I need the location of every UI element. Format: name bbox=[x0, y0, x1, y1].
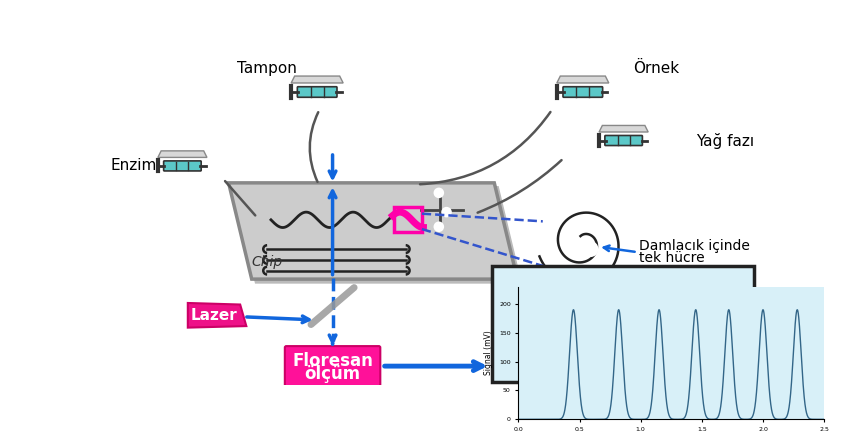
Polygon shape bbox=[229, 183, 518, 279]
FancyBboxPatch shape bbox=[164, 161, 201, 171]
Text: Tampon: Tampon bbox=[237, 61, 297, 76]
Text: Floresan: Floresan bbox=[292, 352, 373, 370]
Circle shape bbox=[536, 197, 629, 289]
Text: Örnek: Örnek bbox=[633, 61, 679, 76]
Polygon shape bbox=[232, 187, 521, 283]
Polygon shape bbox=[291, 76, 343, 83]
Polygon shape bbox=[557, 76, 608, 83]
FancyBboxPatch shape bbox=[492, 266, 754, 381]
Text: Chip: Chip bbox=[252, 255, 283, 269]
Text: ölçüm: ölçüm bbox=[304, 365, 361, 383]
FancyBboxPatch shape bbox=[563, 87, 602, 97]
Text: tek hücre: tek hücre bbox=[639, 251, 704, 265]
Circle shape bbox=[584, 242, 597, 256]
FancyBboxPatch shape bbox=[285, 346, 381, 386]
Text: Lazer: Lazer bbox=[190, 308, 237, 323]
Circle shape bbox=[434, 189, 443, 197]
Text: Yağ fazı: Yağ fazı bbox=[696, 132, 754, 149]
Circle shape bbox=[434, 223, 443, 231]
Polygon shape bbox=[158, 151, 207, 158]
Polygon shape bbox=[188, 303, 246, 328]
FancyBboxPatch shape bbox=[605, 136, 643, 145]
Text: Damlacık içinde: Damlacık içinde bbox=[639, 239, 750, 253]
FancyBboxPatch shape bbox=[297, 87, 337, 97]
Polygon shape bbox=[599, 126, 648, 132]
Y-axis label: Signal (mV): Signal (mV) bbox=[484, 331, 494, 375]
Circle shape bbox=[442, 208, 451, 216]
Text: Enzim: Enzim bbox=[111, 158, 157, 174]
Circle shape bbox=[587, 245, 595, 253]
